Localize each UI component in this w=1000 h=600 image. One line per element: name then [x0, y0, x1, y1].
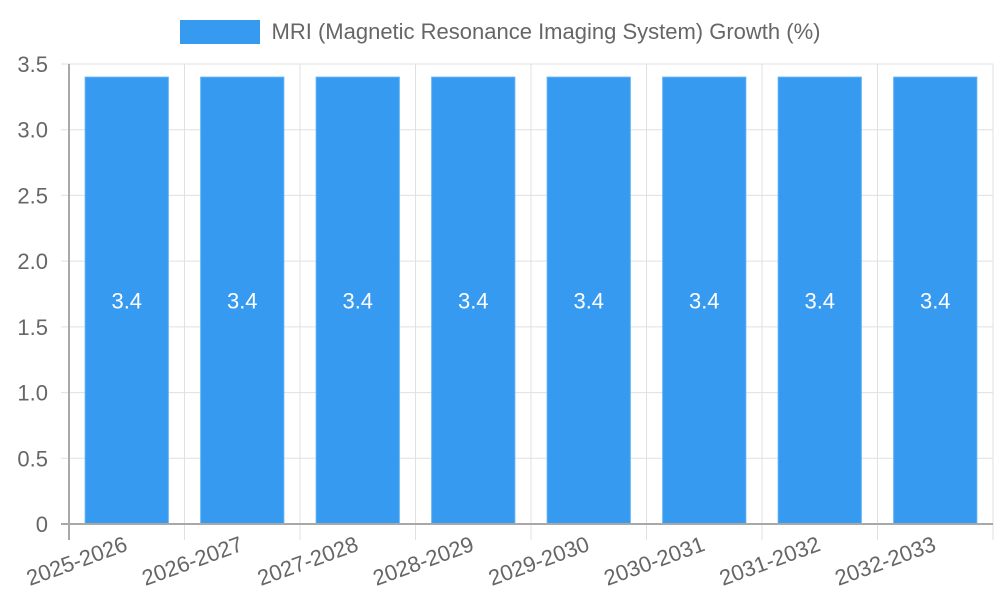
bar-2032-2033[interactable]: [893, 76, 978, 525]
y-tick-label: 0.5: [17, 446, 48, 471]
x-axis-ticks: 2025-2026 2026-2027 2027-2028 2028-2029 2029…: [23, 531, 939, 590]
data-label: 3.4: [804, 289, 835, 314]
x-tick-label: 2029-2030: [485, 531, 592, 590]
x-tick-label: 2028-2029: [370, 531, 477, 590]
legend-swatch[interactable]: [179, 20, 260, 44]
bar-2026-2027[interactable]: [200, 76, 285, 525]
y-tick-label: 3.5: [17, 52, 48, 77]
x-tick-label: 2030-2031: [601, 531, 708, 590]
x-tick-label: 2032-2033: [832, 531, 939, 590]
y-tick-label: 0: [36, 512, 48, 537]
data-label: 3.4: [227, 289, 258, 314]
x-tick-label: 2026-2027: [139, 531, 246, 590]
y-axis-ticks: 0 0.5 1.0 1.5 2.0 2.5 3.0 3.5: [17, 52, 48, 537]
chart-legend: MRI (Magnetic Resonance Imaging System) …: [0, 19, 1000, 45]
bar-2025-2026[interactable]: [84, 76, 169, 525]
y-tick-label: 2.0: [17, 249, 48, 274]
data-label: 3.4: [689, 289, 720, 314]
y-tick-label: 3.0: [17, 118, 48, 143]
data-label: 3.4: [920, 289, 951, 314]
y-tick-label: 1.0: [17, 381, 48, 406]
bar-2029-2030[interactable]: [546, 76, 631, 525]
x-tick-label: 2031-2032: [716, 531, 823, 590]
y-tick-label: 1.5: [17, 315, 48, 340]
data-label: 3.4: [458, 289, 489, 314]
bars: [84, 76, 978, 525]
bar-2027-2028[interactable]: [315, 76, 400, 525]
data-label: 3.4: [573, 289, 604, 314]
data-labels: 3.4 3.4 3.4 3.4 3.4 3.4 3.4 3.4: [111, 289, 950, 314]
legend-label[interactable]: MRI (Magnetic Resonance Imaging System) …: [271, 19, 821, 44]
axes: [61, 64, 993, 540]
data-label: 3.4: [111, 289, 142, 314]
y-tick-label: 2.5: [17, 183, 48, 208]
bar-2028-2029[interactable]: [431, 76, 516, 525]
x-tick-label: 2025-2026: [23, 531, 130, 590]
bar-2031-2032[interactable]: [777, 76, 862, 525]
data-label: 3.4: [342, 289, 373, 314]
x-tick-label: 2027-2028: [254, 531, 361, 590]
